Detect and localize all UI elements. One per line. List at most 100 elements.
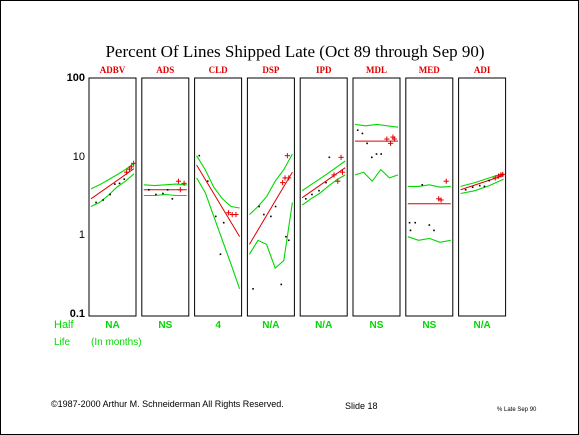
data-point <box>114 183 116 185</box>
data-point <box>123 178 126 181</box>
band-lower <box>460 178 504 195</box>
band-lower <box>354 168 399 183</box>
band-lower <box>90 173 135 207</box>
band-upper <box>143 183 187 187</box>
panel-mdl: MDL NS <box>352 65 401 331</box>
band-upper <box>196 155 240 209</box>
data-point <box>311 193 313 196</box>
data-point <box>356 129 359 131</box>
footer-file-name: % Late Sep 90 <box>497 407 537 413</box>
plus-marker <box>391 136 397 142</box>
y-tick-label-100: 100 <box>67 72 85 84</box>
panel-frame <box>458 77 507 317</box>
data-point <box>198 154 201 157</box>
plus-marker <box>384 136 390 142</box>
footer-slide-number: Slide 18 <box>345 401 378 411</box>
chart-title: Percent Of Lines Shipped Late (Oct 89 th… <box>105 42 484 61</box>
data-point <box>318 189 320 192</box>
plus-marker <box>495 173 502 179</box>
data-point <box>263 213 265 216</box>
panel-label: ADI <box>474 65 491 75</box>
band-lower <box>248 202 293 270</box>
data-point <box>478 184 481 187</box>
data-point <box>162 192 164 195</box>
data-point <box>270 215 272 218</box>
plus-marker <box>284 153 290 159</box>
panel-dsp: DSP N/A <box>246 65 295 331</box>
plus-marker <box>339 169 346 175</box>
half-life-header: Half <box>54 319 75 331</box>
fit-line <box>248 171 293 245</box>
panel-frame <box>299 77 348 317</box>
plus-marker <box>177 187 183 193</box>
half-life-sub: Life <box>54 337 71 348</box>
plus-marker <box>175 178 182 184</box>
y-axis: 100 10 1 0.1 <box>67 72 85 320</box>
data-point <box>219 253 222 256</box>
footer-copyright: ©1987-2000 Arthur M. Schneiderman All Ri… <box>51 399 284 409</box>
data-point <box>483 185 486 188</box>
data-point <box>287 239 290 242</box>
band-lower <box>407 236 451 243</box>
band-upper <box>354 123 399 128</box>
data-point <box>252 288 254 290</box>
panel-label: DSP <box>262 65 280 75</box>
panel-frame <box>194 77 243 317</box>
data-point <box>102 199 104 201</box>
data-point <box>328 156 331 159</box>
panel-label: IPD <box>316 65 332 75</box>
data-point <box>380 153 382 155</box>
plus-marker <box>500 171 506 177</box>
y-tick-label-1: 1 <box>79 229 85 241</box>
data-point <box>171 198 174 200</box>
data-point <box>361 132 364 135</box>
data-point <box>488 179 490 182</box>
half-life-value: NS <box>422 320 436 331</box>
panel-label: MED <box>419 65 440 75</box>
data-point <box>222 221 225 224</box>
half-life-value: NA <box>105 320 119 331</box>
half-life-value: N/A <box>315 320 332 331</box>
band-upper <box>460 172 504 187</box>
data-point <box>118 182 121 185</box>
plus-marker <box>436 196 442 202</box>
data-point <box>109 193 111 196</box>
data-point <box>280 283 283 286</box>
plus-marker <box>388 140 394 146</box>
panel-label: ADBV <box>100 65 126 75</box>
band-lower <box>143 193 187 197</box>
panel-frame <box>352 77 401 317</box>
data-point <box>464 188 467 191</box>
band-upper <box>301 160 346 192</box>
panels: ADBV NA ADS NS CLD 4 DSP N/A IPD N/A MDL NS MED NS ADI… <box>88 65 507 331</box>
data-point <box>428 224 431 226</box>
data-point <box>214 215 217 218</box>
panel-ipd: IPD N/A <box>299 65 348 331</box>
data-point <box>305 198 307 200</box>
plus-marker <box>438 197 444 203</box>
half-life-unit: (In months) <box>91 337 142 348</box>
plus-marker <box>443 178 449 184</box>
data-point <box>371 156 373 159</box>
data-point <box>258 205 260 208</box>
band-lower <box>196 177 241 289</box>
panel-adbv: ADBV NA <box>88 65 137 331</box>
data-point <box>285 235 287 238</box>
data-point <box>206 180 209 183</box>
half-life-value: 4 <box>215 320 221 331</box>
data-point <box>366 142 368 145</box>
panel-frame <box>88 77 137 317</box>
half-life-value: NS <box>158 320 172 331</box>
half-life-value: N/A <box>473 320 490 331</box>
data-point <box>155 193 157 196</box>
data-point <box>471 186 474 189</box>
plus-marker <box>181 180 187 186</box>
data-point <box>325 181 327 184</box>
panel-frame <box>246 77 295 317</box>
plus-marker <box>286 175 292 181</box>
plus-marker <box>128 164 134 170</box>
data-point <box>166 188 169 191</box>
fit-line <box>196 164 241 237</box>
panel-ads: ADS NS <box>141 65 190 331</box>
data-point <box>408 221 411 224</box>
